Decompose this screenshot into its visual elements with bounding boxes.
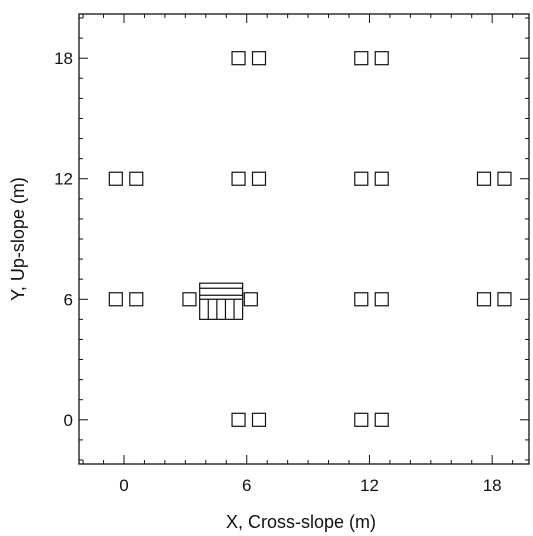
data-points — [108, 51, 512, 427]
data-point-square — [108, 171, 123, 186]
data-point-square — [497, 171, 512, 186]
tick-labels: 0 6 12 18 0 6 12 18 — [54, 49, 502, 495]
data-point-square — [476, 292, 492, 307]
data-point-square — [231, 51, 246, 66]
data-point-square — [231, 412, 246, 427]
minor-ticks — [79, 14, 529, 464]
y-tick-label: 12 — [54, 170, 73, 189]
data-point-square — [251, 51, 267, 66]
data-point-square — [374, 412, 389, 427]
data-point-square — [476, 171, 492, 186]
data-point-square — [231, 171, 246, 186]
x-tick-label: 12 — [360, 476, 379, 495]
data-point-square — [354, 412, 369, 427]
y-axis-label: Y, Up-slope (m) — [8, 177, 28, 301]
feature-outline — [199, 282, 244, 320]
data-point-square — [182, 292, 197, 307]
data-point-square — [251, 412, 267, 427]
x-axis-label: X, Cross-slope (m) — [226, 512, 376, 532]
data-point-square — [108, 292, 123, 307]
plot-border — [78, 13, 530, 465]
major-ticks — [79, 14, 529, 464]
data-point-square — [354, 171, 369, 186]
y-tick-label: 6 — [64, 290, 73, 309]
data-point-square — [354, 51, 369, 66]
data-point-square — [374, 171, 389, 186]
data-point-square — [251, 171, 267, 186]
data-point-square — [374, 292, 389, 307]
data-point-square — [243, 292, 258, 307]
plot-feature — [199, 282, 244, 320]
data-point-square — [129, 292, 144, 307]
x-tick-label: 18 — [483, 476, 502, 495]
y-tick-label: 0 — [64, 411, 73, 430]
x-tick-label: 0 — [119, 476, 128, 495]
y-tick-label: 18 — [54, 49, 73, 68]
data-point-square — [354, 292, 369, 307]
plot-frame — [78, 13, 530, 465]
x-tick-label: 6 — [242, 476, 251, 495]
data-point-square — [129, 171, 144, 186]
data-point-square — [497, 292, 512, 307]
data-point-square — [374, 51, 389, 66]
